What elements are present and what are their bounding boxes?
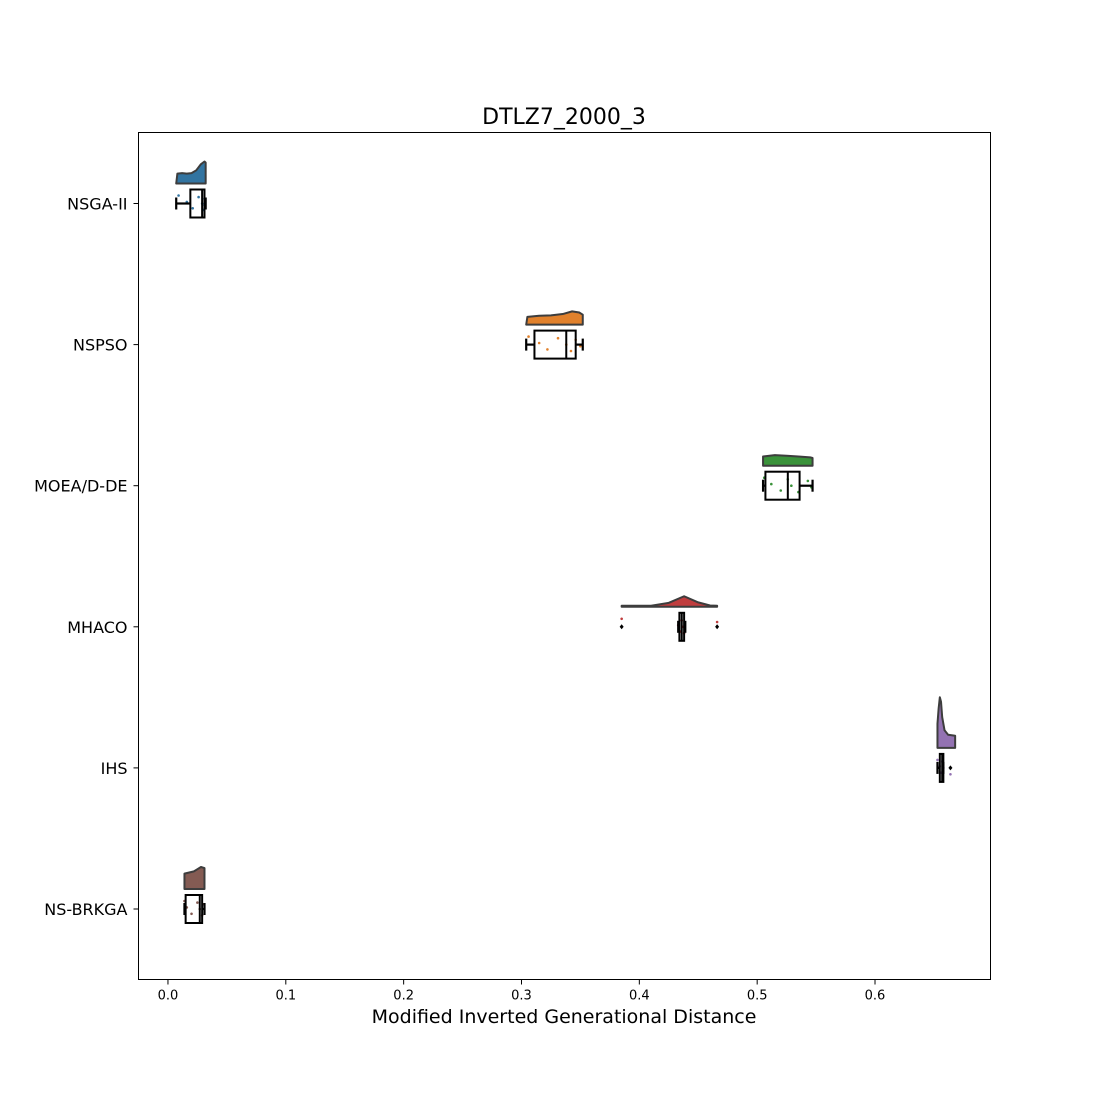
y-tick-label: NSGA-II: [67, 195, 127, 214]
outlier: [619, 624, 624, 630]
box: [764, 470, 801, 501]
data-point: [779, 489, 783, 492]
series-mhaco: [619, 595, 720, 642]
density-cloud: [175, 160, 207, 185]
density-cloud: [620, 595, 719, 608]
chart-title: DTLZ7_2000_3: [482, 105, 646, 130]
data-point: [715, 620, 719, 624]
data-point: [190, 912, 193, 916]
box: [184, 894, 204, 924]
series-ihs: [936, 696, 957, 783]
data-point: [177, 194, 180, 197]
plot-area: [175, 160, 957, 924]
data-point: [537, 341, 541, 345]
series-nspso: [525, 310, 584, 360]
data-point: [569, 349, 573, 353]
density-cloud: [183, 866, 206, 890]
x-tick-label: 0.4: [629, 989, 650, 1004]
x-axis-label: Modified Inverted Generational Distance: [372, 1006, 757, 1028]
density-cloud: [936, 696, 957, 749]
x-axis: 0.0 0.1 0.2 0.3 0.4 0.5 0.6: [158, 979, 886, 1004]
x-tick-label: 0.2: [393, 989, 414, 1004]
y-tick-label: MOEA/D-DE: [34, 477, 127, 496]
series-ns-brkga: [183, 866, 206, 924]
y-tick-label: MHACO: [67, 618, 127, 637]
outlier: [715, 624, 720, 630]
density-cloud: [762, 454, 814, 467]
data-point: [949, 773, 952, 776]
box: [189, 188, 206, 219]
x-tick-label: 0.3: [511, 989, 532, 1004]
data-point: [770, 482, 773, 486]
data-point: [197, 195, 200, 199]
x-tick-label: 0.5: [747, 989, 768, 1004]
density-cloud: [525, 310, 584, 326]
y-tick-label: NSPSO: [73, 336, 128, 355]
data-point: [806, 479, 810, 483]
data-point: [790, 484, 793, 488]
data-point: [196, 901, 199, 904]
y-tick-label: NS-BRKGA: [44, 900, 127, 919]
data-point: [546, 348, 549, 351]
data-point: [191, 207, 195, 210]
outlier: [948, 765, 953, 771]
data-point: [936, 758, 939, 762]
y-axis: NSGA-II NSPSO MOEA/D-DE MHACO IHS NS-BRKGA: [34, 195, 139, 919]
data-point: [527, 335, 530, 338]
x-tick-label: 0.1: [275, 989, 296, 1004]
axes-frame: [138, 132, 991, 980]
series-moea-d-de: [761, 454, 814, 501]
data-point: [556, 336, 560, 340]
x-tick-label: 0.0: [158, 989, 179, 1004]
box: [533, 329, 577, 360]
y-tick-label: IHS: [101, 759, 128, 778]
data-point: [620, 617, 623, 621]
x-tick-label: 0.6: [865, 989, 886, 1004]
series-nsga-ii: [175, 160, 207, 219]
